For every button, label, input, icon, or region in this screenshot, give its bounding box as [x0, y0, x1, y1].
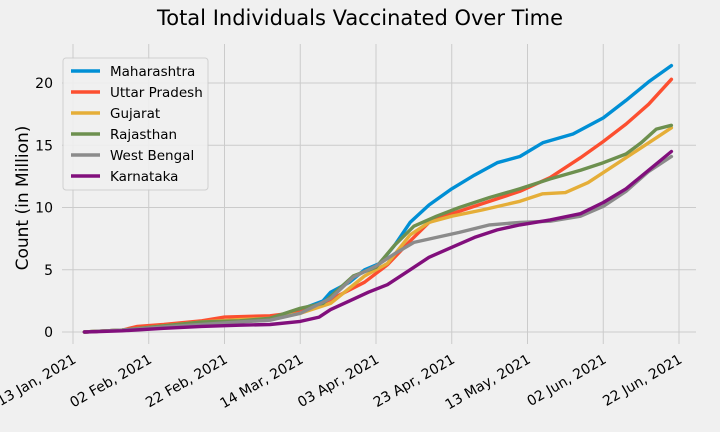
x-tick-label: 02 Feb, 2021: [67, 352, 154, 412]
y-axis-label: Count (in Million): [13, 126, 33, 271]
legend-label: Uttar Pradesh: [110, 85, 203, 101]
x-tick-label: 13 Jan, 2021: [0, 352, 79, 410]
y-tick-label: 15: [35, 138, 53, 154]
chart-title: Total Individuals Vaccinated Over Time: [156, 6, 563, 30]
x-tick-label: 22 Jun, 2021: [600, 352, 685, 410]
series-line-karnataka: [82, 149, 674, 334]
series-lines: [82, 63, 674, 334]
y-tick-label: 10: [35, 201, 53, 217]
x-tick-label: 22 Feb, 2021: [143, 352, 230, 412]
series-line-west-bengal: [82, 154, 674, 334]
legend: Maharashtra Uttar Pradesh Gujarat Rajasthan…: [62, 57, 209, 191]
x-tick-label: 02 Jun, 2021: [524, 352, 609, 410]
x-tick-label: 13 May, 2021: [443, 352, 534, 414]
grid: [62, 44, 696, 344]
legend-label: Maharashtra: [110, 64, 195, 80]
x-tick-label: 03 Apr, 2021: [295, 352, 382, 411]
y-tick-label: 5: [44, 263, 53, 279]
legend-label: Rajasthan: [110, 127, 177, 143]
legend-label: Karnataka: [110, 169, 178, 185]
y-tick-label: 0: [44, 325, 53, 341]
legend-label: West Bengal: [110, 148, 194, 164]
x-tick-label: 14 Mar, 2021: [218, 352, 307, 412]
y-tick-label: 20: [35, 76, 53, 92]
legend-label: Gujarat: [110, 106, 160, 122]
